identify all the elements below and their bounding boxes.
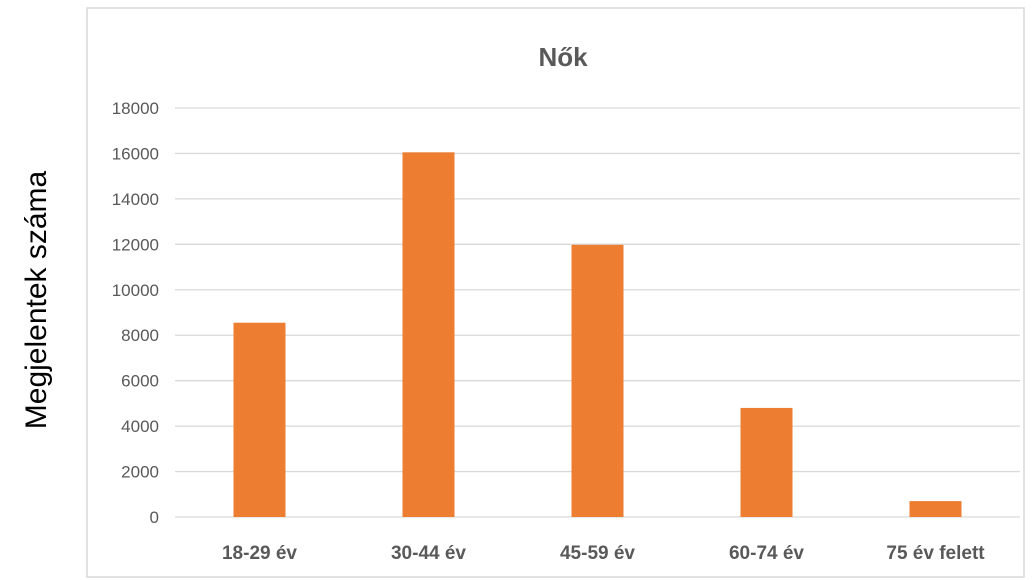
x-tick-label: 75 év felett	[886, 543, 985, 564]
x-tick-label: 45-59 év	[560, 543, 635, 564]
bars	[233, 152, 962, 517]
y-tick-label: 6000	[121, 372, 159, 391]
bar	[571, 244, 624, 517]
bar	[233, 322, 286, 517]
y-tick-label: 4000	[121, 417, 159, 436]
x-tick-label: 60-74 év	[729, 543, 804, 564]
y-tick-label: 0	[150, 508, 159, 527]
x-tick-label: 30-44 év	[391, 543, 466, 564]
y-tick-label: 14000	[112, 190, 159, 209]
y-tick-label: 18000	[112, 99, 159, 118]
bar	[909, 501, 962, 517]
y-tick-label: 12000	[112, 235, 159, 254]
x-axis-ticks: 18-29 év 30-44 év 45-59 év 60-74 év 75 év fe…	[222, 543, 985, 564]
y-axis-ticks: 0 2000 4000 6000 8000 10000 12000 14000 16000 180…	[112, 99, 159, 527]
chart-title: Nők	[538, 42, 588, 72]
x-tick-label: 18-29 év	[222, 543, 297, 564]
y-tick-label: 10000	[112, 281, 159, 300]
y-tick-label: 2000	[121, 463, 159, 482]
y-tick-label: 16000	[112, 144, 159, 163]
bar	[740, 407, 793, 517]
bar	[402, 152, 455, 517]
chart-area-border	[86, 7, 1025, 578]
y-tick-label: 8000	[121, 326, 159, 345]
